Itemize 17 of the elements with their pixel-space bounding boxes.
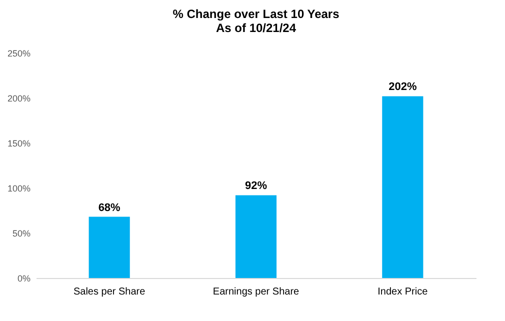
data-label: 92% bbox=[244, 180, 268, 192]
y-tick-label: 200% bbox=[7, 94, 30, 104]
data-label: 202% bbox=[388, 81, 417, 94]
bar bbox=[382, 96, 424, 278]
bar bbox=[88, 216, 130, 278]
bar bbox=[235, 195, 277, 278]
y-tick-label: 100% bbox=[7, 184, 30, 194]
y-tick-label: 50% bbox=[12, 228, 30, 238]
data-label: 68% bbox=[98, 202, 121, 214]
chart-title: % Change over Last 10 Years bbox=[172, 7, 340, 21]
x-tick-label: Index Price bbox=[378, 286, 428, 298]
chart-subtitle: As of 10/21/24 bbox=[216, 21, 296, 35]
x-tick-label: Sales per Share bbox=[73, 286, 146, 298]
x-tick-label: Earnings per Share bbox=[212, 286, 300, 298]
y-tick-label: 150% bbox=[7, 138, 30, 148]
y-tick-label: 0% bbox=[17, 274, 30, 284]
y-tick-label: 250% bbox=[7, 48, 30, 58]
